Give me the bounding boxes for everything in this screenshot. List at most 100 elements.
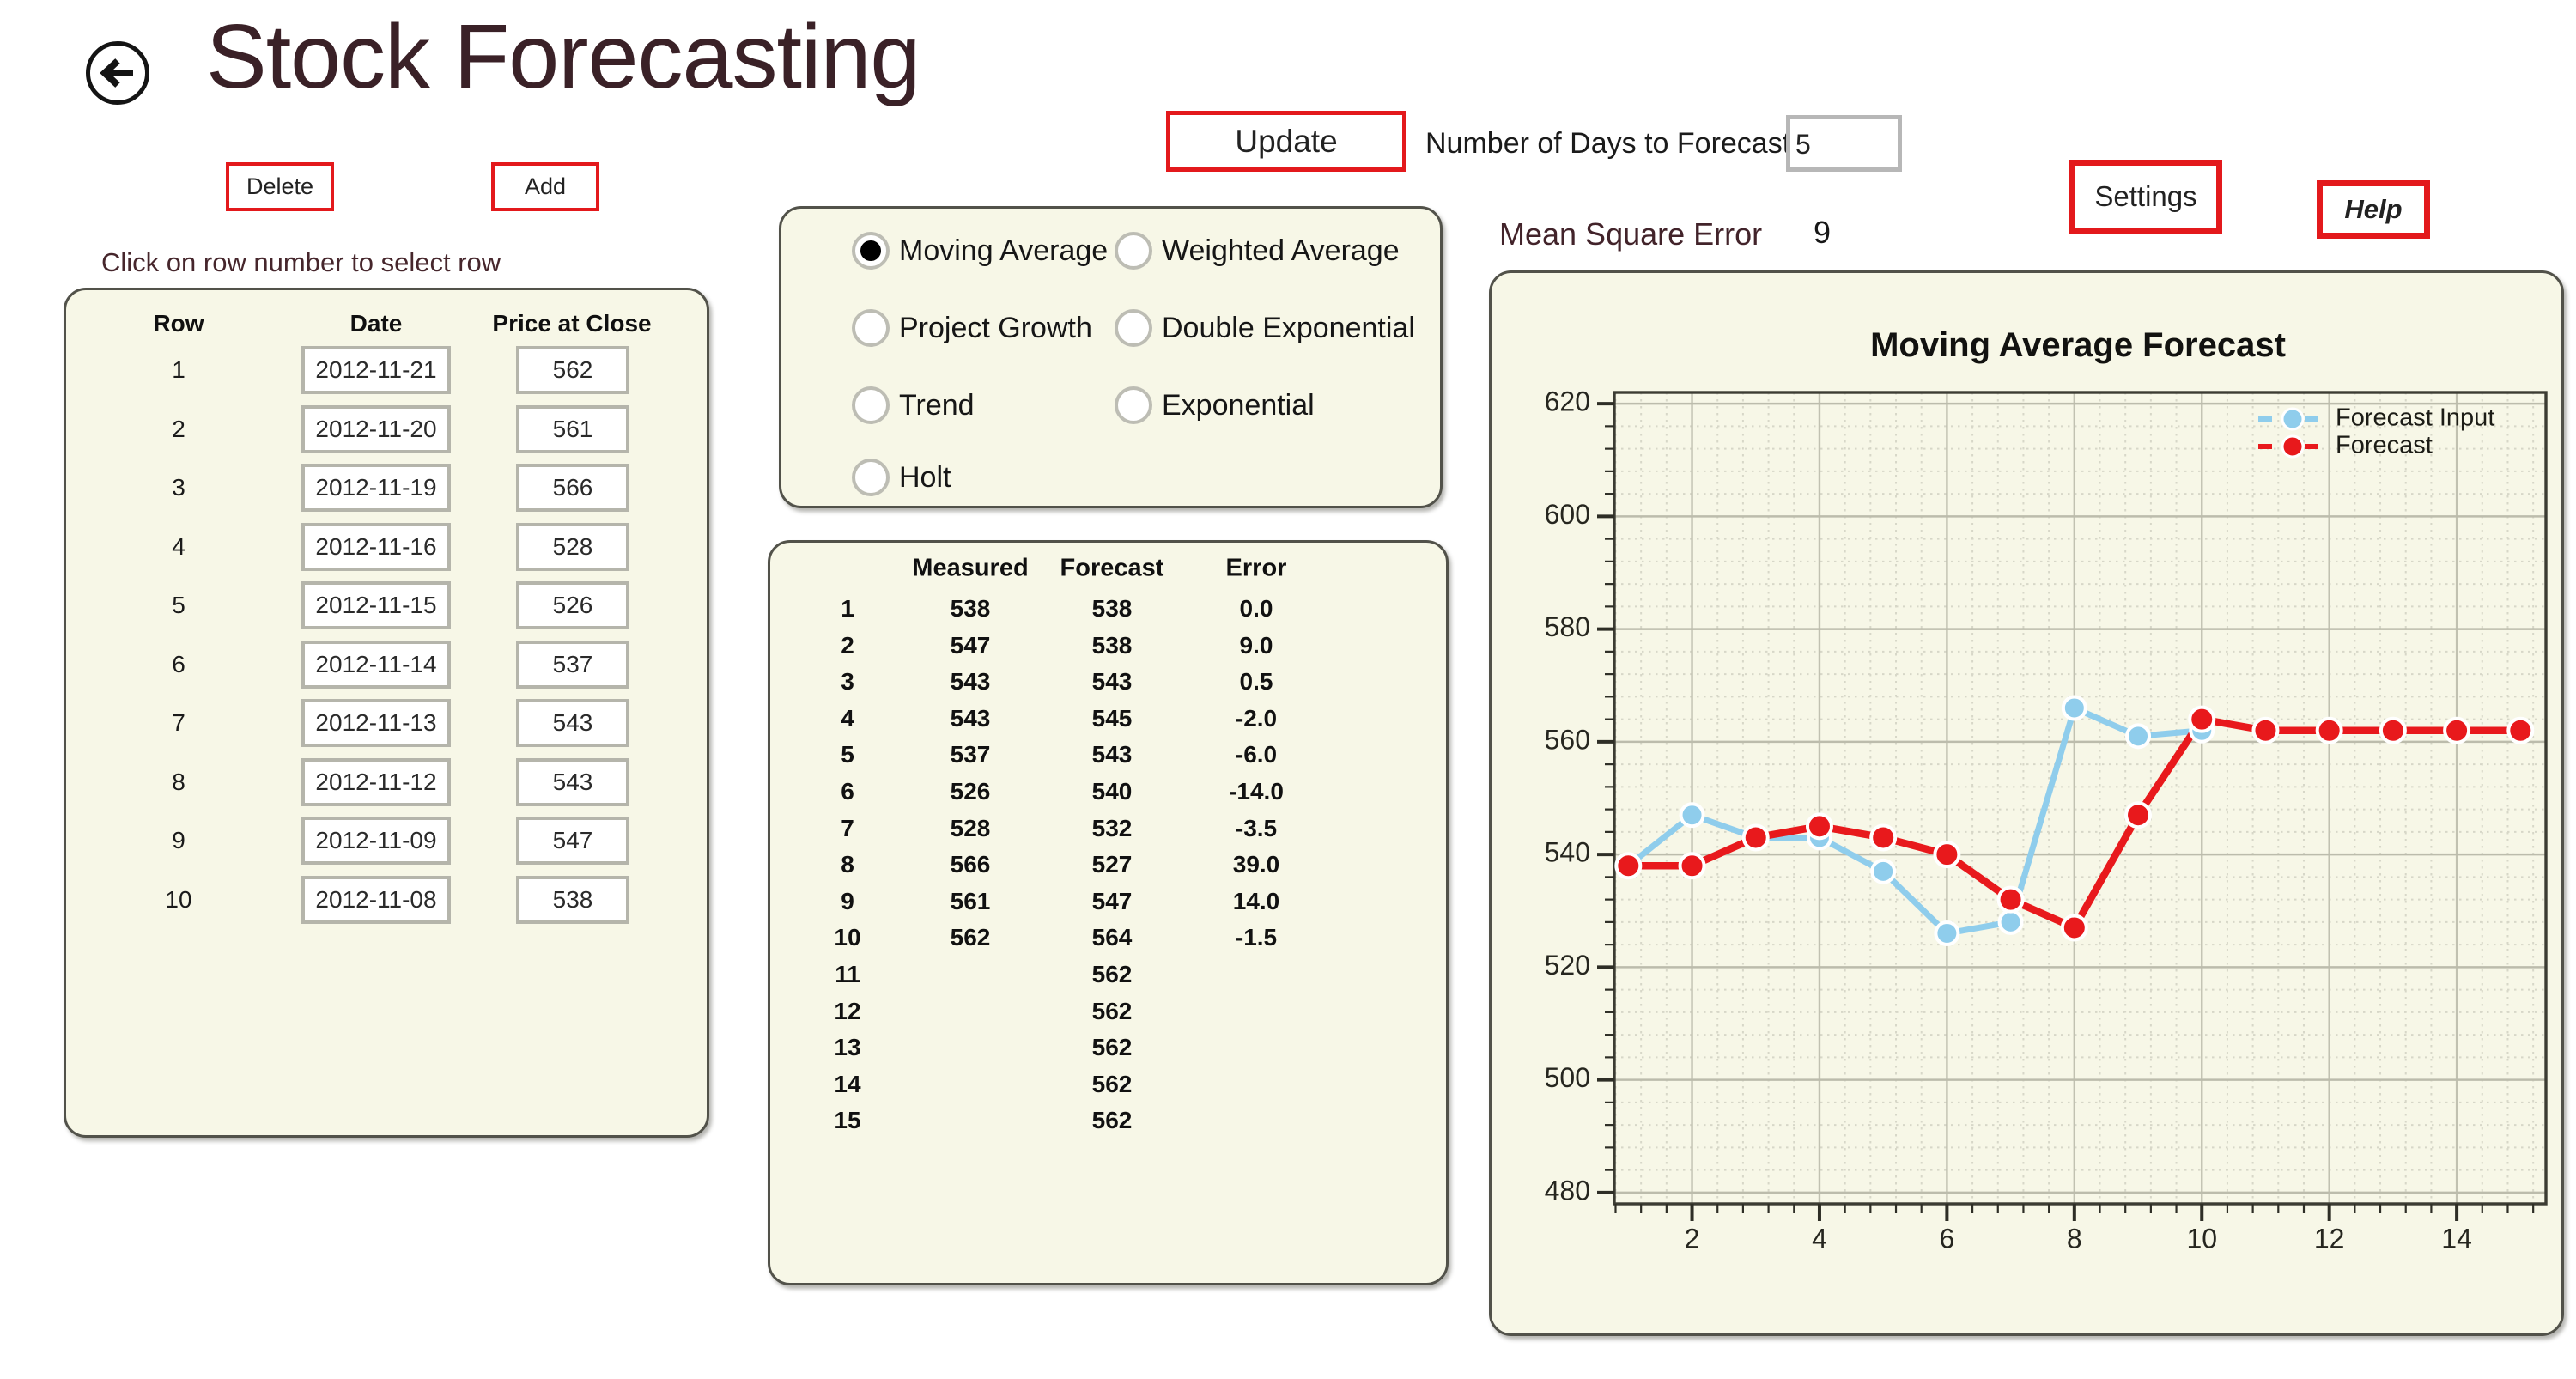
radio-unselected-icon[interactable]	[1115, 309, 1152, 347]
radio-option-exponential[interactable]: Exponential	[1115, 386, 1315, 424]
settings-button[interactable]: Settings	[2069, 160, 2222, 234]
forecast-row-index: 5	[841, 741, 854, 768]
y-tick-label: 620	[1545, 386, 1590, 417]
row-number[interactable]: 5	[172, 592, 185, 618]
measured-value: 537	[950, 741, 991, 768]
price-input[interactable]	[516, 464, 629, 512]
row-number[interactable]: 3	[172, 474, 185, 501]
forecast-value: 540	[1091, 778, 1133, 805]
date-input[interactable]	[301, 522, 451, 571]
error-value: -14.0	[1229, 778, 1284, 805]
price-input[interactable]	[516, 640, 629, 689]
row-number[interactable]: 7	[172, 709, 185, 736]
radio-selected-icon[interactable]	[852, 232, 890, 270]
forecast-chart: Moving Average Forecast 2 4 6 8 10 12 14 480 500 5…	[1545, 326, 2548, 1254]
date-input[interactable]	[301, 817, 451, 865]
radio-option-project-growth[interactable]: Project Growth	[852, 309, 1092, 347]
radio-unselected-icon[interactable]	[1115, 232, 1152, 270]
forecast-row-index: 10	[834, 924, 861, 951]
column-header: Forecast	[1060, 554, 1164, 582]
radio-label: Trend	[899, 388, 975, 422]
forecast-method-panel: Moving Average Weighted Average Project Gr…	[779, 206, 1443, 508]
date-input[interactable]	[301, 581, 451, 629]
date-input[interactable]	[301, 346, 451, 394]
price-input[interactable]	[516, 346, 629, 394]
radio-unselected-icon[interactable]	[852, 459, 890, 496]
radio-unselected-icon[interactable]	[852, 386, 890, 424]
forecast-value: 543	[1091, 741, 1133, 768]
measured-value: 526	[950, 778, 991, 805]
radio-option-weighted-average[interactable]: Weighted Average	[1115, 232, 1400, 270]
update-button[interactable]: Update	[1166, 111, 1406, 172]
forecast-row-index: 8	[841, 851, 854, 878]
page-title: Stock Forecasting	[206, 6, 920, 107]
data-point-forecast	[1614, 852, 1643, 880]
row-number[interactable]: 10	[165, 885, 192, 913]
row-number[interactable]: 9	[172, 827, 185, 854]
data-point-forecast	[1678, 852, 1706, 880]
radio-option-double-exponential[interactable]: Double Exponential	[1115, 309, 1415, 347]
radio-unselected-icon[interactable]	[852, 309, 890, 347]
legend-marker	[2281, 407, 2305, 431]
radio-option-holt[interactable]: Holt	[852, 459, 951, 496]
data-point-forecast-input	[1997, 908, 2024, 935]
price-input[interactable]	[516, 817, 629, 865]
y-tick-label: 560	[1545, 724, 1590, 755]
price-input[interactable]	[516, 875, 629, 924]
row-number[interactable]: 6	[172, 650, 185, 677]
row-select-hint: Click on row number to select row	[101, 247, 501, 277]
price-input[interactable]	[516, 522, 629, 571]
row-number[interactable]: 4	[172, 532, 185, 560]
x-tick-label: 2	[1685, 1223, 1700, 1254]
column-header: Date	[349, 310, 403, 337]
add-button[interactable]: Add	[491, 162, 599, 211]
price-input[interactable]	[516, 757, 629, 806]
days-to-forecast-input[interactable]	[1786, 115, 1902, 172]
y-tick-label: 520	[1545, 950, 1590, 981]
date-input[interactable]	[301, 875, 451, 924]
price-input[interactable]	[516, 404, 629, 453]
date-input[interactable]	[301, 640, 451, 689]
error-value: 39.0	[1232, 851, 1280, 878]
y-tick-label: 500	[1545, 1062, 1590, 1093]
delete-button[interactable]: Delete	[226, 162, 334, 211]
date-input[interactable]	[301, 404, 451, 453]
error-value: -1.5	[1235, 924, 1278, 951]
data-point-forecast	[2315, 716, 2343, 744]
x-tick-label: 4	[1812, 1223, 1827, 1254]
price-input[interactable]	[516, 699, 629, 747]
row-number[interactable]: 1	[172, 356, 185, 383]
date-input[interactable]	[301, 757, 451, 806]
data-point-forecast-input	[2061, 695, 2087, 721]
data-point-forecast	[2379, 716, 2407, 744]
back-button[interactable]	[86, 41, 149, 105]
y-tick-label: 580	[1545, 611, 1590, 642]
radio-option-moving-average[interactable]: Moving Average	[852, 232, 1108, 270]
row-number[interactable]: 8	[172, 768, 185, 795]
error-value: 0.5	[1239, 668, 1273, 696]
data-point-forecast	[1996, 885, 2025, 914]
radio-option-trend[interactable]: Trend	[852, 386, 975, 424]
date-input[interactable]	[301, 699, 451, 747]
date-input[interactable]	[301, 464, 451, 512]
y-tick-label: 480	[1545, 1175, 1590, 1206]
measured-value: 562	[950, 924, 991, 951]
column-header: Measured	[912, 554, 1029, 582]
radio-unselected-icon[interactable]	[1115, 386, 1152, 424]
y-tick-label: 600	[1545, 499, 1590, 530]
legend-marker	[2281, 434, 2305, 459]
forecast-value: 538	[1091, 631, 1133, 659]
error-value: 0.0	[1239, 595, 1273, 622]
forecast-row-index: 13	[834, 1034, 861, 1061]
x-tick-label: 14	[2441, 1223, 2472, 1254]
help-button[interactable]: Help	[2317, 180, 2430, 239]
mean-square-error-value: 9	[1814, 215, 1832, 250]
price-input[interactable]	[516, 581, 629, 629]
forecast-value: 543	[1091, 668, 1133, 696]
forecast-row-index: 4	[841, 704, 854, 732]
data-point-forecast-input	[2125, 723, 2152, 750]
forecast-row-index: 14	[834, 1070, 861, 1097]
data-point-forecast	[1741, 823, 1770, 852]
row-number[interactable]: 2	[172, 415, 185, 442]
